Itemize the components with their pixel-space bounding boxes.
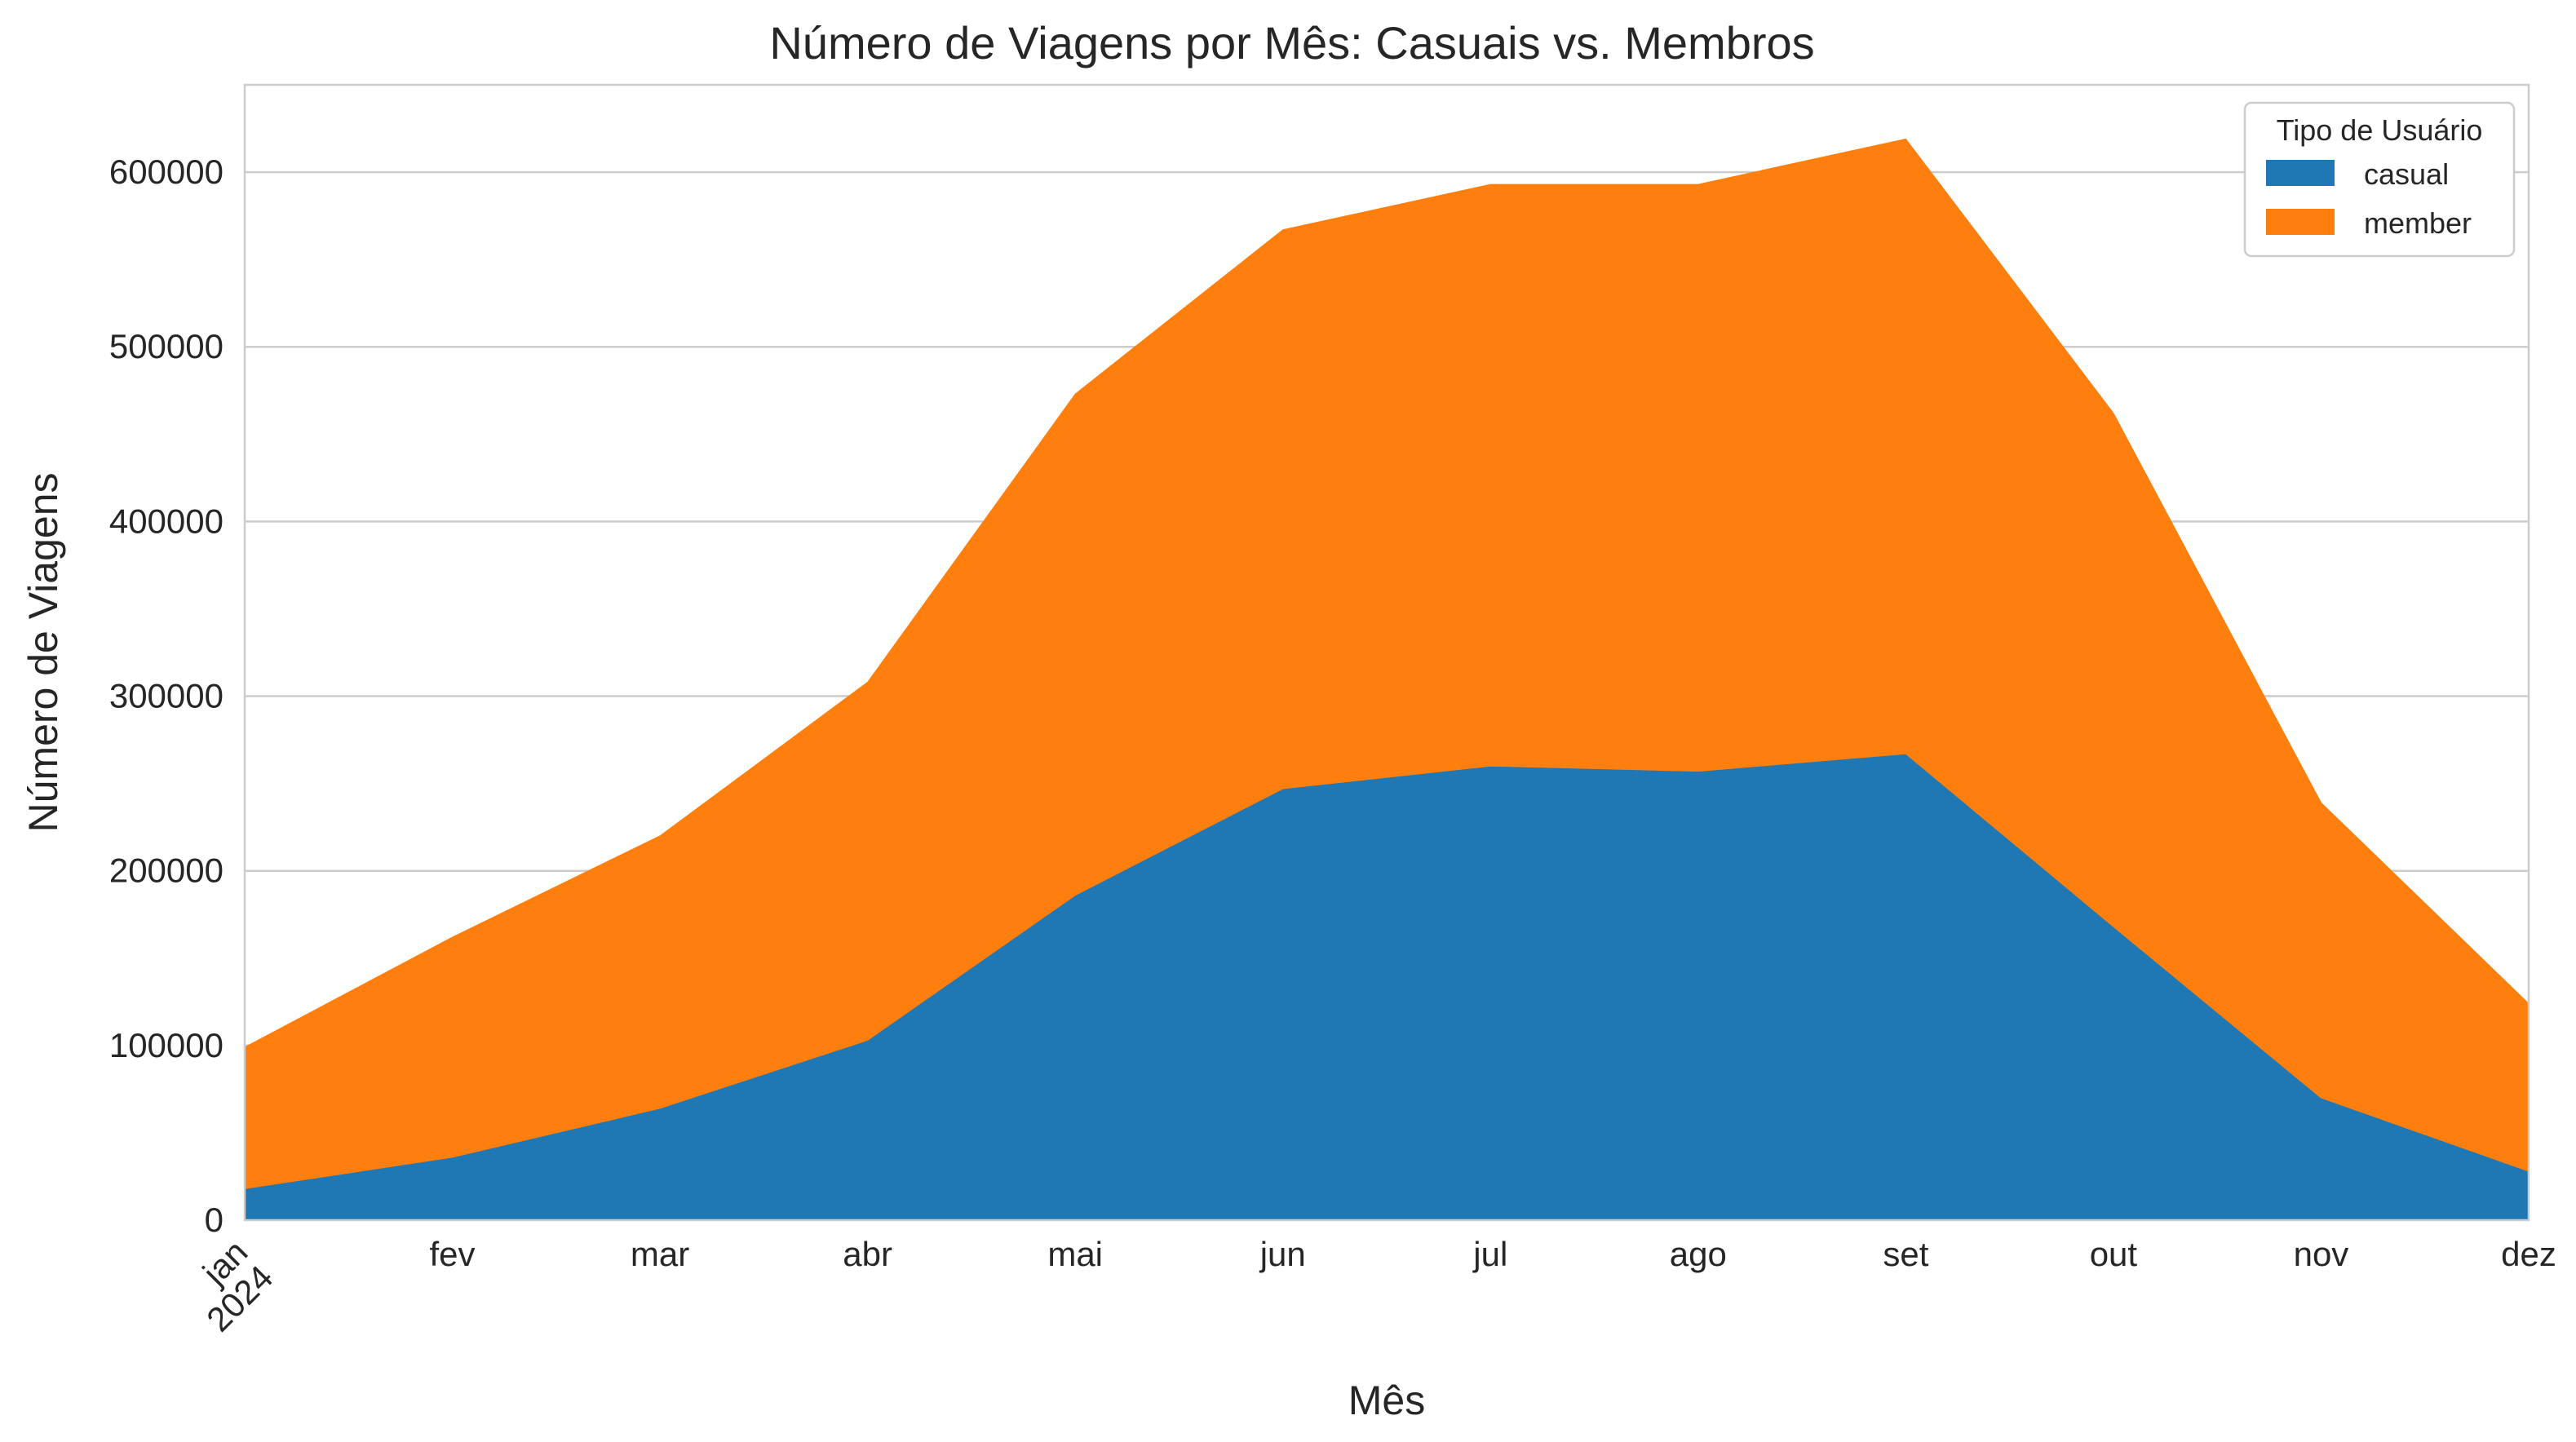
chart-title: Número de Viagens por Mês: Casuais vs. M… — [769, 17, 1814, 69]
legend-label-casual: casual — [2364, 157, 2449, 191]
y-axis-label: Número de Viagens — [20, 472, 66, 832]
x-tick-label-mar: mar — [631, 1235, 689, 1273]
y-tick-label-6: 600000 — [109, 153, 224, 191]
legend-swatch-member — [2266, 209, 2335, 235]
y-tick-label-0: 0 — [205, 1201, 224, 1239]
y-tick-label-1: 100000 — [109, 1026, 224, 1064]
legend-swatch-casual — [2266, 160, 2335, 186]
y-tick-label-5: 500000 — [109, 327, 224, 365]
y-tick-label-3: 300000 — [109, 677, 224, 715]
x-tick-label-abr: abr — [843, 1235, 892, 1273]
x-tick-label-mai: mai — [1047, 1235, 1103, 1273]
x-tick-label-out: out — [2090, 1235, 2138, 1273]
legend: Tipo de Usuário casual member — [2243, 101, 2516, 258]
y-tick-label-2: 200000 — [109, 851, 224, 890]
x-tick-label-jul: jul — [1472, 1235, 1507, 1273]
plot-frame — [243, 83, 2530, 1222]
legend-title: Tipo de Usuário — [2277, 113, 2483, 147]
x-tick-label-jun: jun — [1259, 1235, 1306, 1273]
x-axis-label: Mês — [1348, 1378, 1425, 1423]
legend-label-member: member — [2364, 206, 2472, 240]
y-tick-labels: 0 100000 200000 300000 400000 500000 600000 — [109, 153, 224, 1239]
x-tick-label-fev: fev — [430, 1235, 476, 1273]
area-series — [244, 138, 2530, 1221]
x-tick-label-dez: dez — [2501, 1235, 2556, 1273]
x-tick-label-ago: ago — [1670, 1235, 1727, 1273]
y-tick-label-4: 400000 — [109, 502, 224, 540]
x-tick-label-nov: nov — [2294, 1235, 2349, 1273]
x-tick-label-set: set — [1883, 1235, 1928, 1273]
